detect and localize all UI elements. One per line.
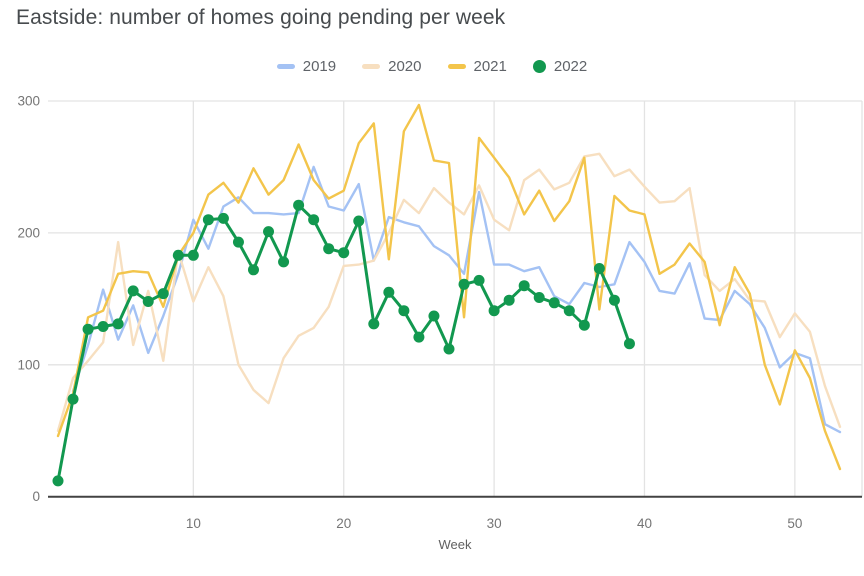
series-marker-2022	[127, 285, 139, 297]
series-marker-2022	[383, 286, 395, 298]
series-marker-2022	[67, 393, 79, 405]
series-line-2021	[56, 103, 842, 471]
y-tick-label: 0	[32, 489, 40, 504]
series-marker-2022	[353, 215, 365, 227]
legend-label: 2021	[473, 57, 507, 75]
y-tick-label: 100	[17, 357, 40, 372]
series-marker-2022	[97, 321, 109, 332]
legend-label: 2022	[553, 57, 588, 75]
series-marker-2022	[608, 294, 620, 306]
chart-title: Eastside: number of homes going pending …	[16, 6, 506, 29]
series-marker-2022	[202, 214, 214, 226]
series-marker-2022	[247, 264, 259, 276]
series-marker-2022	[488, 305, 500, 317]
x-tick-label: 30	[487, 516, 502, 531]
legend: 2019 2020 2021 2022	[0, 55, 864, 77]
series-marker-2022	[52, 475, 64, 487]
series-marker-2022	[232, 236, 244, 248]
series-marker-2022	[518, 280, 530, 292]
x-tick-label: 40	[637, 516, 652, 531]
series-marker-2022	[533, 292, 545, 303]
series-marker-2022	[623, 338, 635, 350]
legend-swatch-line-2020	[362, 63, 381, 69]
legend-label: 2019	[302, 57, 337, 75]
series-marker-2022	[293, 199, 305, 211]
series-marker-2022	[503, 294, 515, 306]
series-marker-2022	[563, 305, 575, 317]
x-tick-label: 20	[336, 516, 351, 531]
series-marker-2022	[578, 319, 590, 331]
series-marker-2022	[263, 226, 275, 238]
series-marker-2022	[473, 274, 485, 286]
series-marker-2022	[142, 296, 154, 307]
y-tick-label: 200	[17, 225, 40, 240]
legend-label: 2020	[388, 57, 422, 75]
legend-swatch-dot-2022	[532, 59, 546, 73]
x-tick-label: 50	[787, 516, 802, 531]
legend-item-2020: 2020	[362, 57, 422, 75]
series-marker-2022	[413, 331, 425, 343]
series-line-2020	[56, 152, 842, 432]
legend-item-2021: 2021	[447, 57, 507, 75]
series-marker-2022	[112, 318, 124, 330]
series-marker-2022	[368, 318, 380, 330]
series-marker-2022	[323, 243, 335, 255]
series-marker-2022	[338, 247, 350, 259]
x-axis-title: Week	[438, 537, 472, 552]
series-marker-2022	[278, 256, 290, 268]
series-marker-2022	[428, 310, 440, 322]
legend-item-2022: 2022	[532, 57, 588, 75]
y-tick-label: 300	[17, 94, 40, 109]
series-marker-2022	[593, 263, 605, 274]
legend-swatch-line-2021	[447, 63, 466, 69]
legend-item-2019: 2019	[276, 57, 337, 75]
series-line-2019	[71, 165, 842, 434]
legend-swatch-line-2019	[276, 63, 295, 69]
series-marker-2022	[443, 343, 455, 355]
series-marker-2022	[548, 297, 560, 309]
series-marker-2022	[157, 288, 169, 300]
series-marker-2022	[187, 249, 199, 261]
series-marker-2022	[172, 249, 184, 261]
series-marker-2022	[398, 305, 410, 317]
series-marker-2022	[82, 323, 94, 335]
x-tick-label: 10	[186, 516, 201, 531]
series-marker-2022	[217, 212, 229, 224]
series-marker-2022	[308, 214, 320, 226]
series-marker-2022	[458, 278, 470, 290]
